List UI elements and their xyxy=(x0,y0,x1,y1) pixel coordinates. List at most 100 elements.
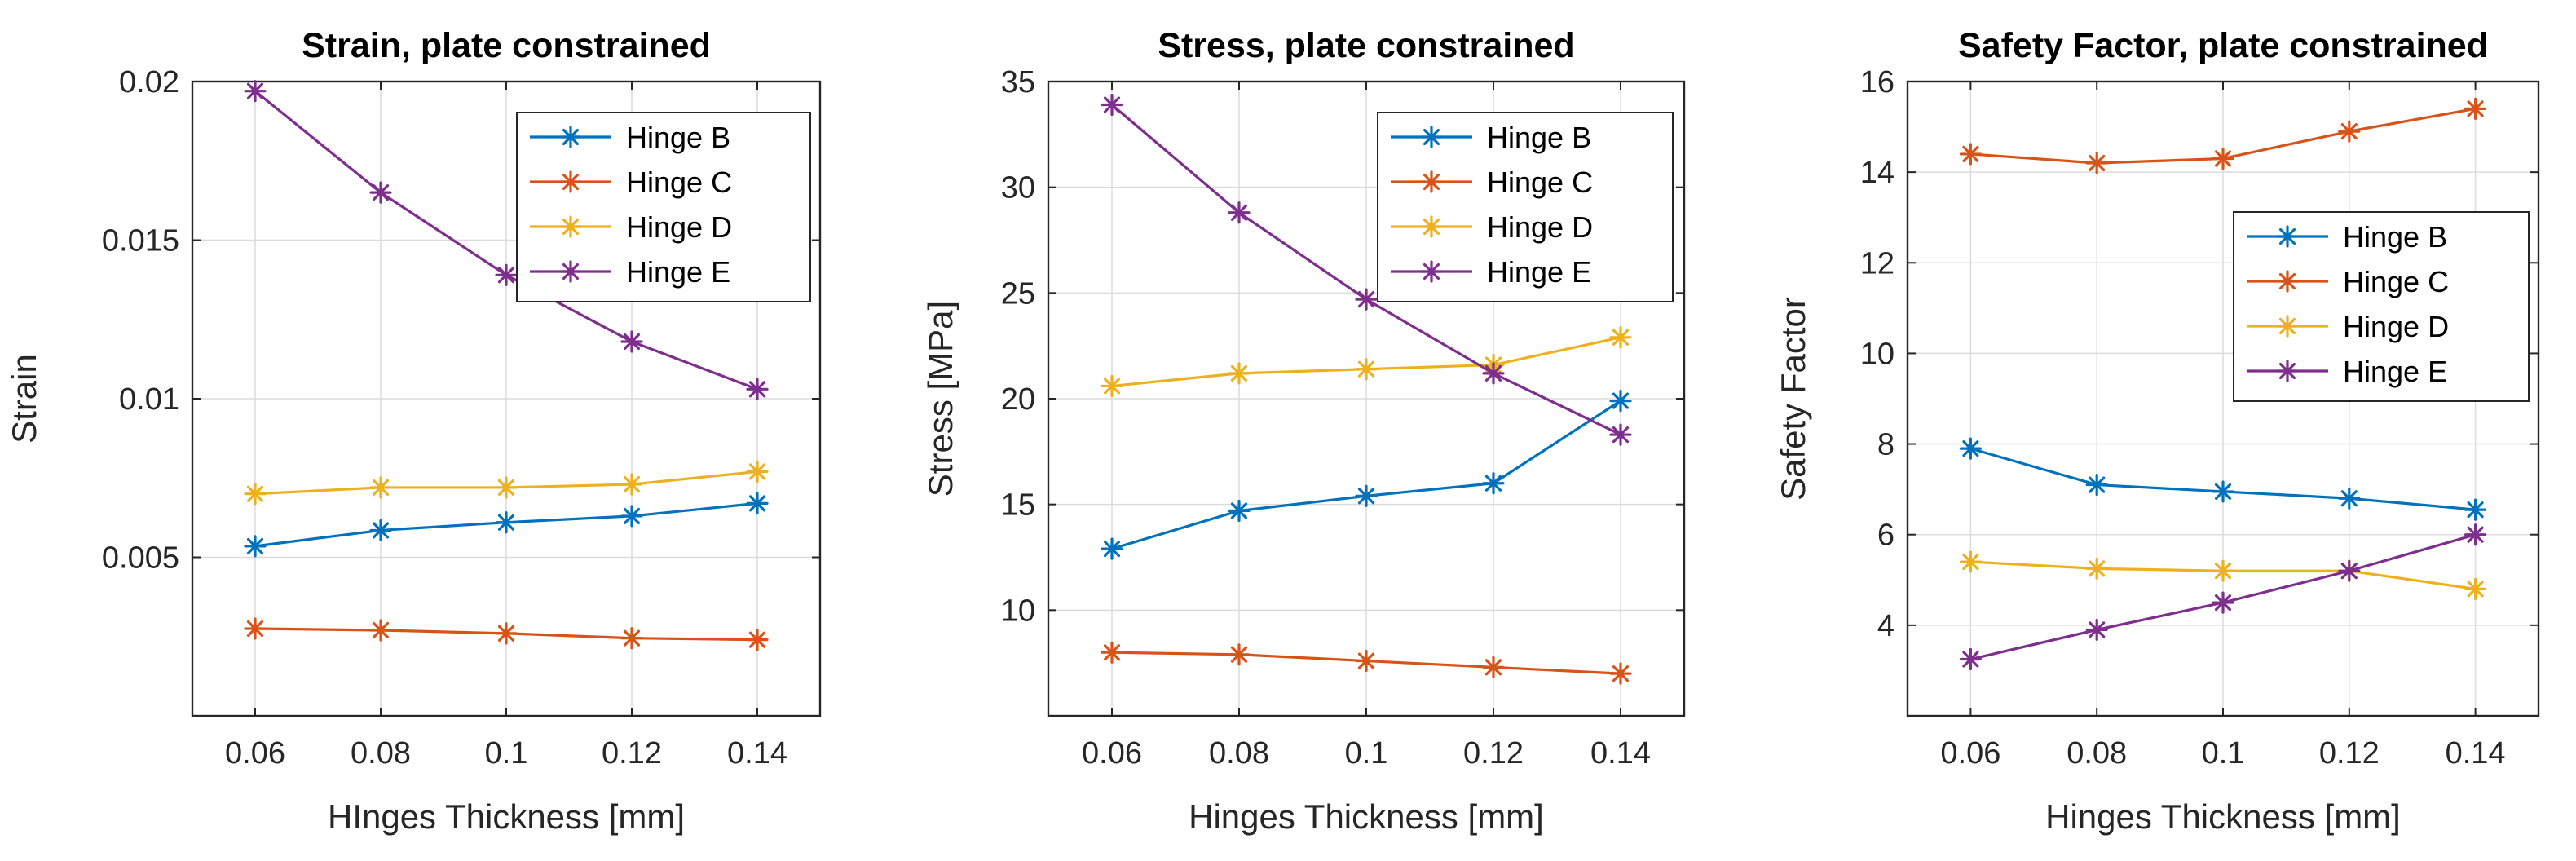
legend-marker-stroke xyxy=(2278,317,2296,335)
data-point xyxy=(1228,643,1251,666)
legend-marker xyxy=(2276,360,2299,382)
data-point-stroke xyxy=(1484,364,1502,382)
y-tick-label: 25 xyxy=(1001,276,1035,311)
data-point-stroke xyxy=(2467,526,2484,543)
x-tick-label: 0.12 xyxy=(602,736,662,770)
legend-label: Hinge B xyxy=(1487,121,1591,154)
data-point-stroke xyxy=(1484,659,1502,676)
data-point-stroke xyxy=(1230,502,1248,519)
data-point xyxy=(2212,480,2234,503)
data-point xyxy=(369,519,392,542)
data-point-stroke xyxy=(1357,360,1375,378)
data-point-stroke xyxy=(1484,475,1502,492)
data-point xyxy=(620,330,643,353)
legend-entry: Hinge B xyxy=(2247,220,2447,254)
y-tick-label: 14 xyxy=(1860,156,1895,190)
data-point xyxy=(2338,120,2361,143)
data-point xyxy=(2464,577,2487,601)
data-point-stroke xyxy=(2089,560,2106,577)
series-hinge-e xyxy=(244,80,769,400)
legend-entry: Hinge D xyxy=(530,210,732,244)
legend-box xyxy=(1377,112,1674,302)
x-tick-label: 0.1 xyxy=(485,736,528,770)
x-axis-label: Hinges Thickness [mm] xyxy=(1189,797,1544,836)
legend-entry: Hinge E xyxy=(1391,255,1591,289)
data-point xyxy=(2085,473,2108,497)
x-tick-label: 0.06 xyxy=(1082,736,1142,770)
legend-label: Hinge D xyxy=(1487,210,1593,244)
x-tick-label: 0.08 xyxy=(1209,736,1269,770)
data-point xyxy=(1101,374,1123,398)
data-point xyxy=(1959,550,1982,573)
data-point xyxy=(1228,362,1251,385)
series-hinge-d xyxy=(1101,326,1632,398)
data-point xyxy=(2085,557,2108,580)
data-point-stroke xyxy=(1612,329,1630,346)
data-point-stroke xyxy=(748,631,766,648)
data-point xyxy=(746,378,769,400)
data-point-stroke xyxy=(1962,440,1979,457)
legend: Hinge B Hinge C Hinge D Hinge E xyxy=(516,112,811,302)
data-point xyxy=(495,622,518,645)
y-tick-label: 0.005 xyxy=(102,541,179,576)
data-point-stroke xyxy=(2340,123,2358,140)
legend-box xyxy=(2233,211,2530,402)
series-hinge-b xyxy=(1959,437,2487,521)
data-point-stroke xyxy=(1103,96,1121,113)
data-point-stroke xyxy=(623,507,641,525)
data-point xyxy=(2212,559,2234,582)
data-point xyxy=(1482,472,1505,495)
x-tick-label: 0.12 xyxy=(1463,736,1524,770)
data-point-stroke xyxy=(1612,665,1630,682)
y-tick-label: 0.015 xyxy=(102,224,179,258)
data-point-stroke xyxy=(372,184,390,201)
y-tick-label: 35 xyxy=(1001,65,1035,99)
data-point xyxy=(1609,423,1632,446)
y-tick-label: 12 xyxy=(1860,246,1895,280)
data-point-stroke xyxy=(1103,541,1121,558)
data-point-stroke xyxy=(497,625,515,642)
data-point-stroke xyxy=(2467,100,2484,117)
data-point xyxy=(2212,147,2234,170)
data-point xyxy=(2338,487,2361,510)
x-axis-label: HInges Thickness [mm] xyxy=(328,797,685,836)
data-point-stroke xyxy=(748,463,766,480)
chart-title: Stress, plate constrained xyxy=(1158,26,1574,65)
data-point-stroke xyxy=(1962,145,1979,162)
data-point-stroke xyxy=(1962,651,1979,668)
y-tick-label: 10 xyxy=(1860,337,1895,371)
data-point xyxy=(1609,326,1632,349)
data-point-stroke xyxy=(2467,581,2484,598)
legend-marker xyxy=(1420,126,1443,148)
x-tick-label: 0.1 xyxy=(2202,736,2245,770)
data-point xyxy=(1101,537,1123,560)
x-tick-label: 0.14 xyxy=(727,736,787,770)
data-point xyxy=(2338,559,2361,582)
data-point xyxy=(746,629,769,651)
data-point xyxy=(1228,499,1251,523)
data-point-stroke xyxy=(1612,426,1630,444)
data-point xyxy=(1959,647,1982,671)
data-point xyxy=(1355,649,1378,673)
data-point xyxy=(369,476,392,499)
series-hinge-c xyxy=(244,617,769,651)
data-point-stroke xyxy=(623,629,641,647)
data-point-stroke xyxy=(2467,501,2484,519)
series-hinge-c xyxy=(1101,641,1632,685)
legend-marker-stroke xyxy=(2278,227,2296,245)
data-point-stroke xyxy=(2214,150,2232,167)
legend-entry: Hinge E xyxy=(530,255,730,289)
data-point-stroke xyxy=(246,537,264,554)
data-point xyxy=(244,483,267,506)
data-point-stroke xyxy=(372,479,390,497)
legend-marker xyxy=(2276,315,2299,338)
data-point xyxy=(244,80,267,103)
legend-marker xyxy=(559,170,582,193)
data-point xyxy=(1959,437,1982,460)
legend: Hinge B Hinge C Hinge D Hinge E xyxy=(1377,112,1674,302)
data-point xyxy=(2464,498,2487,521)
legend-label: Hinge D xyxy=(2343,310,2449,343)
data-point xyxy=(2464,97,2487,120)
legend-entry: Hinge C xyxy=(1391,166,1593,199)
data-point-stroke xyxy=(623,333,641,351)
